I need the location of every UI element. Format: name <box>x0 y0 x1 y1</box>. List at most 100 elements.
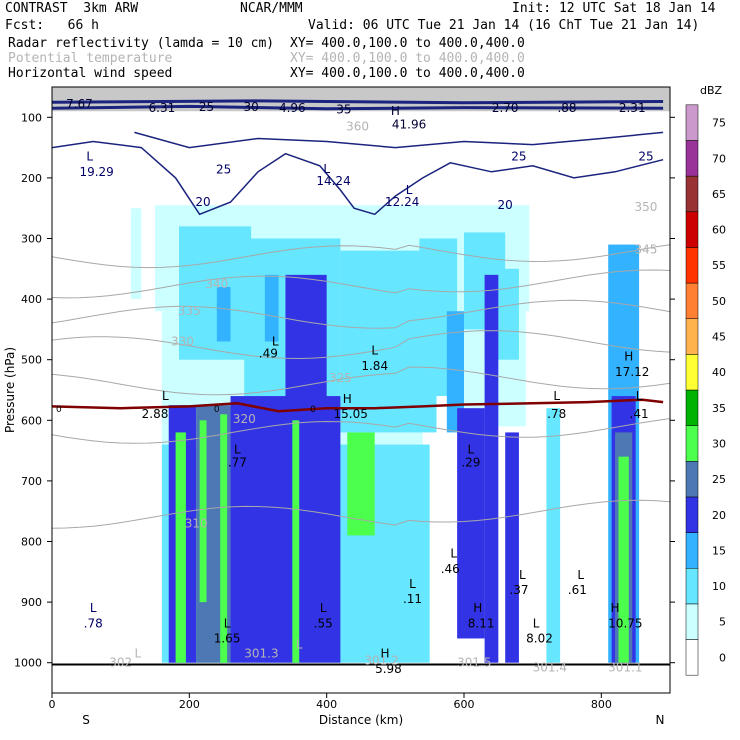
model-title: CONTRAST 3km ARW <box>5 1 139 16</box>
colorbar-swatch <box>685 354 699 391</box>
contour-annotation: 15.05 <box>334 407 368 421</box>
reflectivity-cell <box>230 396 341 663</box>
contour-annotation: 30 <box>243 100 258 114</box>
contour-annotation: L <box>371 344 378 358</box>
contour-annotation: 19.29 <box>79 165 113 179</box>
theta-contour-line <box>52 269 670 299</box>
colorbar-tick-label: 25 <box>712 473 726 486</box>
reflectivity-cell <box>285 274 327 409</box>
contour-annotation: 330 <box>171 335 194 349</box>
contour-annotation: 1.84 <box>361 359 388 373</box>
wind-contour-line <box>52 104 664 111</box>
contour-annotation: 345 <box>635 242 658 256</box>
contour-annotation: .37 <box>509 583 528 597</box>
theta-contour-line <box>52 330 670 360</box>
contour-annotation: 2.31 <box>619 101 646 115</box>
y-tick-label: 900 <box>21 596 42 609</box>
contour-annotation: 20 <box>498 198 513 212</box>
field-xy-reflectivity: XY= 400.0,100.0 to 400.0,400.0 <box>290 36 525 51</box>
colorbar-swatch <box>685 318 699 355</box>
valid-time: Valid: 06 UTC Tue 21 Jan 14 (16 ChT Tue … <box>308 18 700 33</box>
contour-annotation: L <box>409 577 416 591</box>
contour-annotation: L <box>86 150 93 164</box>
contour-annotation: 25 <box>199 100 214 114</box>
contour-annotation: 17.12 <box>615 365 649 379</box>
y-tick-label: 500 <box>21 354 42 367</box>
contour-annotation: H <box>343 392 352 406</box>
contour-annotation: H <box>624 350 633 364</box>
field-xy-theta: XY= 400.0,100.0 to 400.0,400.0 <box>290 51 525 66</box>
colorbar-swatch <box>685 425 699 462</box>
reflectivity-cell <box>179 226 252 360</box>
contour-annotation: 41.96 <box>392 118 426 132</box>
freezing-level-label: 0 <box>310 405 316 415</box>
colorbar-tick-label: 70 <box>712 152 726 165</box>
reflectivity-cell <box>546 408 561 663</box>
contour-annotation: 1.65 <box>214 631 241 645</box>
contour-annotation: H <box>391 104 400 118</box>
field-name-wind: Horizontal wind speed <box>8 66 173 81</box>
contour-annotation: L <box>272 335 279 349</box>
colorbar-tick-label: 40 <box>712 366 726 379</box>
y-tick-label: 300 <box>21 233 42 246</box>
field-name-reflectivity: Radar reflectivity (lamda = 10 cm) <box>8 36 275 51</box>
init-time: Init: 12 UTC Sat 18 Jan 14 <box>512 1 716 16</box>
colorbar-tick-label: 45 <box>712 331 726 344</box>
y-tick-label: 700 <box>21 475 42 488</box>
freezing-level-label: 0 <box>214 405 220 415</box>
forecast-hour: Fcst: 66 h <box>5 18 99 33</box>
theta-contour-line <box>52 299 670 329</box>
contour-annotation: H <box>473 601 482 615</box>
contour-annotation: 310 <box>185 516 208 530</box>
reflectivity-cell <box>484 274 499 663</box>
wind-contour-line <box>134 131 664 149</box>
reflectivity-cell <box>618 456 629 663</box>
contour-annotation: .11 <box>403 592 422 606</box>
contour-annotation: L <box>533 616 540 630</box>
contour-annotation: .55 <box>314 616 333 630</box>
theta-contour-line <box>52 418 670 444</box>
contour-annotation: L <box>406 183 413 197</box>
wind-contour-line <box>52 99 664 105</box>
y-tick-label: 600 <box>21 414 42 427</box>
contour-annotation: L <box>553 389 560 403</box>
plot-frame <box>51 86 671 694</box>
contour-annotation: .78 <box>84 616 103 630</box>
contour-annotation: 350 <box>635 200 658 214</box>
colorbar-tick-label: 5 <box>719 616 726 629</box>
colorbar-tick-label: 15 <box>712 544 726 557</box>
org-label: NCAR/MMM <box>240 1 303 16</box>
colorbar-swatch <box>685 567 699 605</box>
y-tick-label: 100 <box>21 111 42 124</box>
contour-annotation: 320 <box>233 412 256 426</box>
colorbar-swatch <box>685 389 699 426</box>
plot-area <box>52 87 670 666</box>
contour-annotation: 2.88 <box>142 407 169 421</box>
colorbar-swatch <box>685 104 699 141</box>
colorbar-swatch <box>685 211 699 248</box>
theta-contour-line <box>52 366 670 396</box>
colorbar-swatch <box>685 461 699 498</box>
y-tick-label: 800 <box>21 536 42 549</box>
colorbar-tick-label: 35 <box>712 402 726 415</box>
x-tick-label: 200 <box>179 698 200 711</box>
contour-annotation: L <box>519 568 526 582</box>
contour-annotation: .49 <box>259 347 278 361</box>
contour-annotation: 5.98 <box>375 662 402 676</box>
contour-annotation: 301.3 <box>244 647 278 661</box>
reflectivity-cell <box>175 432 186 663</box>
y-tick-label: 200 <box>21 172 42 185</box>
contour-annotation: L <box>577 568 584 582</box>
reflectivity-cell <box>130 208 142 300</box>
contour-annotation: 4.96 <box>279 101 306 115</box>
reflectivity-cell <box>505 432 519 663</box>
contour-annotation: 7.67 <box>66 97 93 111</box>
contour-annotation: L <box>234 442 241 456</box>
freezing-level-line <box>52 398 664 413</box>
contour-annotation: 35 <box>336 102 351 116</box>
contour-annotation: 301.1 <box>608 661 642 675</box>
x-tick-label: 600 <box>454 698 475 711</box>
colorbar-swatch <box>685 639 699 676</box>
field-xy-wind: XY= 400.0,100.0 to 400.0,400.0 <box>290 66 525 81</box>
contour-annotation: .61 <box>568 583 587 597</box>
